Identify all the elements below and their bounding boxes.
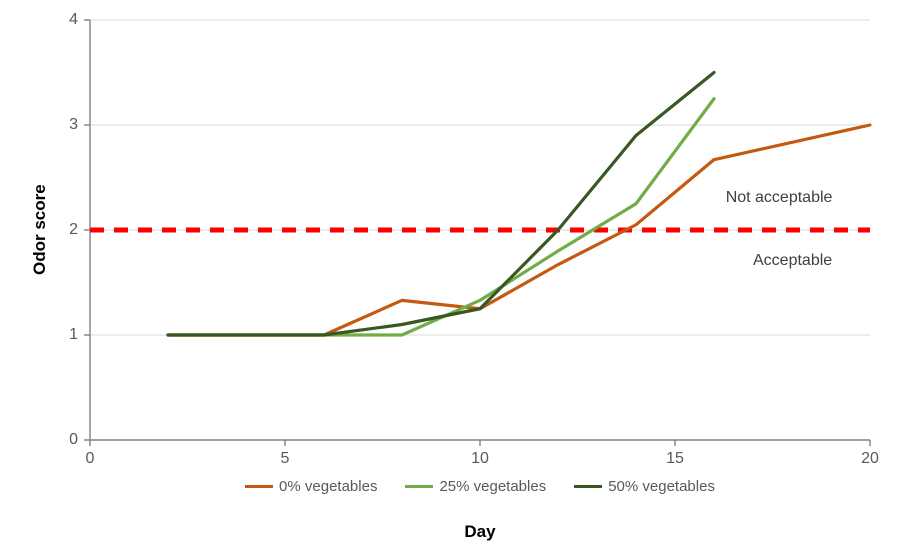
legend-label: 25% vegetables (439, 478, 546, 495)
annotation-text: Acceptable (753, 252, 832, 270)
legend-item: 25% vegetables (405, 478, 546, 495)
series-line-2 (168, 73, 714, 336)
y-tick-label: 0 (69, 431, 78, 449)
y-tick-label: 4 (69, 11, 78, 29)
x-tick-label: 20 (855, 450, 885, 468)
legend-swatch (405, 485, 433, 488)
annotation-text: Not acceptable (726, 189, 833, 207)
series-line-1 (168, 99, 714, 335)
y-tick-label: 1 (69, 326, 78, 344)
legend-label: 50% vegetables (608, 478, 715, 495)
x-tick-label: 15 (660, 450, 690, 468)
x-tick-label: 10 (465, 450, 495, 468)
legend-swatch (574, 485, 602, 488)
legend-label: 0% vegetables (279, 478, 377, 495)
x-tick-label: 5 (270, 450, 300, 468)
legend-swatch (245, 485, 273, 488)
y-tick-label: 3 (69, 116, 78, 134)
legend-item: 50% vegetables (574, 478, 715, 495)
y-tick-label: 2 (69, 221, 78, 239)
chart-stage: Odor score Day 0510152001234 Not accepta… (0, 0, 900, 550)
legend: 0% vegetables 25% vegetables 50% vegetable… (90, 478, 870, 495)
x-tick-label: 0 (75, 450, 105, 468)
line-chart (0, 0, 900, 550)
legend-item: 0% vegetables (245, 478, 377, 495)
